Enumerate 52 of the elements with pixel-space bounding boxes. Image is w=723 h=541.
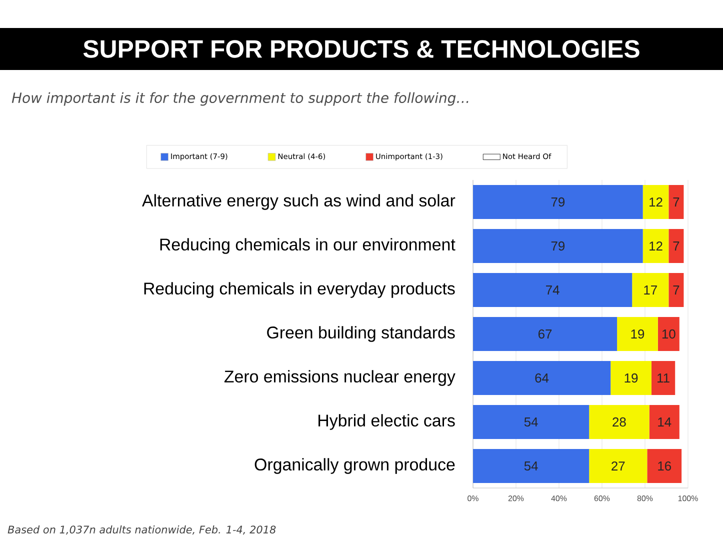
- bar: [649, 405, 680, 440]
- bar: [668, 229, 684, 264]
- data-label: 10: [662, 329, 676, 339]
- data-label: 12: [650, 197, 662, 207]
- bar: [642, 185, 669, 220]
- data-label: 79: [551, 241, 565, 251]
- bar: [610, 361, 652, 396]
- y-tick-label: Hybrid electic cars: [318, 414, 455, 430]
- data-label: 11: [658, 374, 670, 382]
- y-tick-label: Alternative energy such as wind and solar: [142, 194, 456, 210]
- y-tick-label: Reducing chemicals in our environment: [160, 238, 456, 254]
- data-label: 7: [673, 242, 680, 250]
- y-tick-label: Zero emissions nuclear energy: [224, 370, 456, 386]
- bar: [473, 229, 643, 264]
- text: Based on 1,037n adults nationwide, Feb. 1-4, 2018: [8, 525, 276, 535]
- y-tick-label: Reducing chemicals in everyday products: [144, 282, 455, 298]
- bar: [473, 361, 611, 396]
- bar: [668, 273, 684, 308]
- y-tick-label: Organically grown produce: [254, 458, 455, 474]
- bar: [473, 405, 590, 440]
- data-label: 14: [658, 418, 672, 426]
- data-label: 54: [524, 461, 538, 471]
- bar: [617, 317, 658, 352]
- bar: [632, 273, 669, 308]
- chart-title: SUPPORT FOR PRODUCTS & TECHNOLOGIES: [83, 40, 640, 58]
- bar: [473, 317, 618, 352]
- data-label: 17: [644, 286, 657, 294]
- bar: [651, 361, 676, 396]
- y-tick-label: Green building standards: [267, 326, 455, 342]
- data-label: 27: [612, 461, 625, 471]
- data-label: 67: [538, 329, 552, 339]
- data-label: 12: [650, 241, 662, 251]
- bar: [647, 449, 682, 484]
- bar: [473, 185, 643, 220]
- bar: [473, 273, 632, 308]
- data-label: 16: [658, 461, 671, 471]
- bar: [589, 449, 648, 484]
- bar: [642, 229, 669, 264]
- data-label: 19: [631, 329, 644, 339]
- bar: [473, 449, 590, 484]
- data-label: 28: [612, 417, 626, 427]
- bar: [589, 405, 650, 440]
- data-label: 64: [535, 373, 549, 383]
- data-label: 74: [546, 286, 560, 294]
- data-label: 7: [673, 198, 680, 206]
- bar: [658, 317, 680, 352]
- data-label: 79: [551, 197, 565, 207]
- data-label: 54: [524, 417, 538, 427]
- bar: [668, 185, 684, 220]
- data-label: 19: [624, 373, 638, 383]
- text: How important is it for the government to support the following…: [12, 92, 468, 106]
- data-label: 7: [673, 286, 680, 294]
